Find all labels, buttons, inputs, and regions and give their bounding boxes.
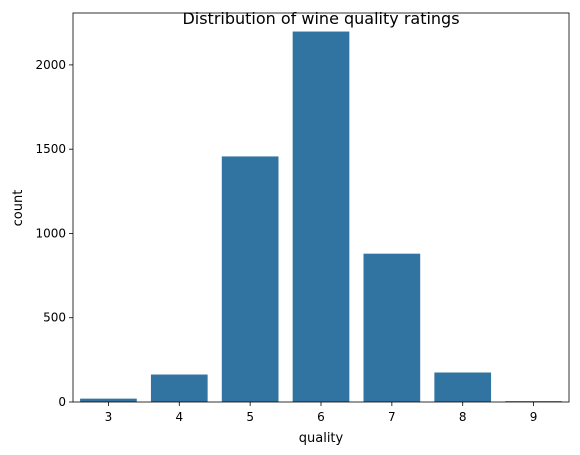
x-tick-label: 9 xyxy=(530,410,538,424)
x-tick-label: 5 xyxy=(246,410,254,424)
y-tick-label: 500 xyxy=(43,311,66,325)
y-tick-label: 1500 xyxy=(35,142,66,156)
y-axis-label: count xyxy=(11,190,26,227)
x-axis-label: quality xyxy=(299,431,344,446)
x-axis-ticks: 3 4 5 6 7 8 9 xyxy=(105,402,538,424)
y-tick-label: 2000 xyxy=(35,58,66,72)
x-tick-label: 3 xyxy=(105,410,113,424)
x-tick-label: 6 xyxy=(317,410,325,424)
bar-quality-3 xyxy=(80,398,137,402)
plot-area-frame xyxy=(72,12,570,403)
bar-quality-7 xyxy=(363,253,421,402)
bar-quality-8 xyxy=(434,372,492,402)
x-tick-label: 4 xyxy=(175,410,183,424)
bar-quality-5 xyxy=(221,156,279,402)
y-tick-label: 1000 xyxy=(35,226,66,240)
bars xyxy=(80,31,562,402)
x-tick-label: 8 xyxy=(459,410,467,424)
bar-quality-9 xyxy=(505,401,562,402)
x-tick-label: 7 xyxy=(388,410,396,424)
bar-quality-6 xyxy=(292,31,350,402)
y-tick-label: 0 xyxy=(58,395,66,409)
bar-quality-4 xyxy=(150,374,208,402)
chart-title: Distribution of wine quality ratings xyxy=(182,9,459,28)
y-axis-ticks: 0 500 1000 1500 2000 xyxy=(35,58,73,409)
